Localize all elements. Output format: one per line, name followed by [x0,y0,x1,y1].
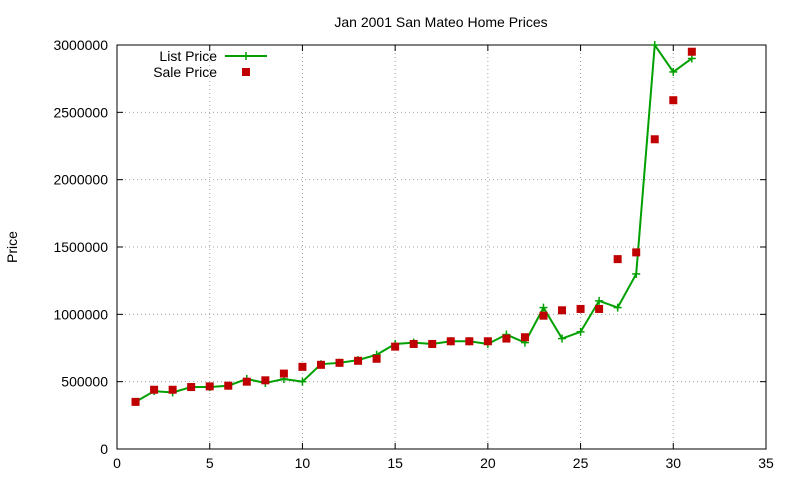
series-sale-price [131,47,696,406]
chart-title: Jan 2001 San Mateo Home Prices [334,14,547,30]
x-tick-label: 15 [387,455,403,471]
sale-price-point [187,383,196,392]
list-price-point [558,334,567,343]
sale-price-point [131,397,140,406]
x-tick-label: 30 [665,455,681,471]
x-tick-label: 25 [573,455,589,471]
sale-price-point [687,47,696,56]
sale-price-point [539,311,548,320]
list-price-point [687,54,696,63]
sale-price-point [335,358,344,367]
legend-label-list-price: List Price [159,48,217,64]
sale-price-point [261,376,270,385]
x-tick-label: 35 [758,455,774,471]
list-price-point [613,303,622,312]
y-tick-label: 2500000 [53,104,108,120]
sale-price-point [502,334,511,343]
sale-price-point [428,339,437,348]
x-tick-label: 10 [295,455,311,471]
y-tick-label: 3000000 [53,37,108,53]
x-tick-label: 0 [113,455,121,471]
sale-price-point [372,354,381,363]
sale-price-point [354,356,363,365]
sale-price-point [613,255,622,264]
y-tick-label: 500000 [61,374,108,390]
sale-price-point [150,385,159,394]
y-tick-label: 1000000 [53,306,108,322]
y-axis-label: Price [4,231,20,263]
legend-marker-sale-price [242,68,250,76]
list-price-point [539,303,548,312]
sale-price-point [316,360,325,369]
sale-price-point [558,306,567,315]
grid [117,45,766,449]
sale-price-point [224,381,233,390]
y-tick-label: 0 [100,441,108,457]
y-tick-label: 1500000 [53,239,108,255]
list-price-point [595,296,604,305]
list-price-point [669,67,678,76]
sale-price-point [576,304,585,313]
legend-marker-list-price [242,52,250,60]
y-tick-label: 2000000 [53,172,108,188]
sale-price-point [520,333,529,342]
x-tick-label: 20 [480,455,496,471]
sale-price-point [242,377,251,386]
x-tick-label: 5 [206,455,214,471]
sale-price-point [632,248,641,257]
sale-price-point [446,337,455,346]
sale-price-point [669,96,678,105]
sale-price-point [205,382,214,391]
list-price-point [576,327,585,336]
legend-label-sale-price: Sale Price [153,64,217,80]
sale-price-point [168,385,177,394]
sale-price-point [465,337,474,346]
sale-price-point [595,304,604,313]
sale-price-point [409,339,418,348]
series-layer [131,41,696,406]
sale-price-point [298,362,307,371]
sale-price-point [483,337,492,346]
list-price-point [298,377,307,386]
sale-price-point [650,135,659,144]
list-price-point [650,41,659,49]
list-price-point [632,269,641,278]
axis-ticks: 0 5 10 15 20 25 30 35 0 500000 1000000 1500000 20000… [53,37,774,471]
sale-price-point [279,369,288,378]
sale-price-point [391,342,400,351]
